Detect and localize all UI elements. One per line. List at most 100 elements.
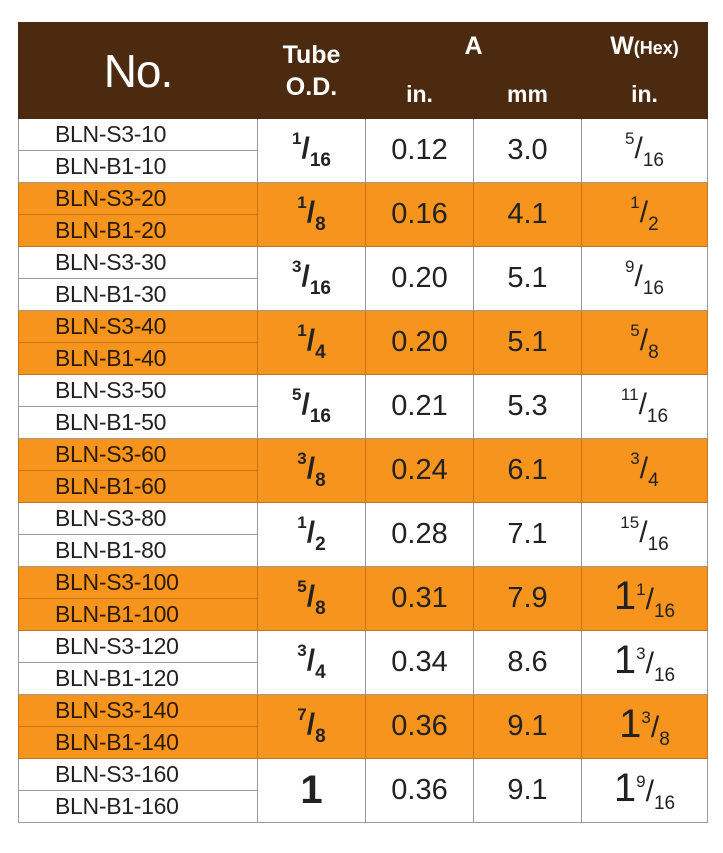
model-number: BLN-S3-10 xyxy=(18,118,258,151)
model-number: BLN-S3-80 xyxy=(18,502,258,535)
tube-od-cell: 1/4 xyxy=(257,310,366,375)
w-hex-cell: 15/16 xyxy=(581,502,708,567)
a-mm-cell: 5.3 xyxy=(473,374,582,439)
fraction-slash: / xyxy=(306,708,316,741)
fraction-numerator: 3 xyxy=(630,449,640,468)
table-row: BLN-B1-30 xyxy=(18,278,708,311)
fraction-whole: 1 xyxy=(613,638,637,682)
fraction-denominator: 8 xyxy=(315,214,326,235)
fraction-numerator: 3 xyxy=(297,641,307,660)
fraction-slash: / xyxy=(645,647,654,680)
fraction-numerator: 9 xyxy=(636,772,646,791)
fraction-denominator: 8 xyxy=(659,729,670,750)
fraction-slash: / xyxy=(638,388,647,421)
a-mm-cell: 7.9 xyxy=(473,566,582,631)
table-row: BLN-B1-10 xyxy=(18,150,708,183)
fraction-denominator: 16 xyxy=(642,150,664,171)
tube-od-cell: 1/2 xyxy=(257,502,366,567)
table-row: BLN-S3-160 1 0.36 9.1 19/16 xyxy=(18,758,708,823)
table-row: BLN-B1-100 xyxy=(18,598,708,631)
fraction-denominator: 16 xyxy=(642,278,664,299)
a-mm-cell: 9.1 xyxy=(473,758,582,823)
table-row: BLN-B1-140 xyxy=(18,726,708,759)
fraction-numerator: 1 xyxy=(630,193,640,212)
fraction-slash: / xyxy=(306,580,316,613)
a-in-cell: 0.36 xyxy=(365,758,474,823)
table-row: BLN-S3-120 3/4 0.34 8.6 13/16 xyxy=(18,630,708,695)
a-in-cell: 0.31 xyxy=(365,566,474,631)
table-row: BLN-S3-140 7/8 0.36 9.1 13/8 xyxy=(18,694,708,759)
w-hex-cell: 5/8 xyxy=(581,310,708,375)
header-w: W xyxy=(610,31,634,60)
table-row: BLN-S3-100 5/8 0.31 7.9 11/16 xyxy=(18,566,708,631)
fraction-slash: / xyxy=(650,711,660,744)
fraction-numerator: 1 xyxy=(636,580,646,599)
model-number: BLN-B1-60 xyxy=(18,470,258,503)
header-tube-od: Tube O.D. xyxy=(257,22,366,119)
fraction-slash: / xyxy=(306,516,316,549)
fraction-numerator: 9 xyxy=(625,257,635,276)
w-hex-cell: 9/16 xyxy=(581,246,708,311)
fraction-whole: 1 xyxy=(619,702,642,746)
model-number: BLN-B1-120 xyxy=(18,662,258,695)
fraction-slash: / xyxy=(306,644,316,677)
tube-od-cell: 5/8 xyxy=(257,566,366,631)
fraction-numerator: 11 xyxy=(620,385,639,404)
tube-od-cell: 5/16 xyxy=(257,374,366,439)
fraction-numerator: 1 xyxy=(297,321,307,340)
tube-od-cell: 1/8 xyxy=(257,182,366,247)
a-mm-cell: 8.6 xyxy=(473,630,582,695)
model-number: BLN-B1-160 xyxy=(18,790,258,823)
a-in-cell: 0.16 xyxy=(365,182,474,247)
fraction-slash: / xyxy=(639,516,648,549)
model-number: BLN-S3-30 xyxy=(18,246,258,279)
fraction-numerator: 3 xyxy=(292,257,302,276)
model-number: BLN-B1-30 xyxy=(18,278,258,311)
model-number: BLN-S3-50 xyxy=(18,374,258,407)
fraction-denominator: 16 xyxy=(653,665,676,686)
model-number: BLN-S3-120 xyxy=(18,630,258,663)
table-body: BLN-S3-10 1/16 0.12 3.0 5/16 BLN-B1-10 BLN-S3-… xyxy=(18,118,708,823)
a-mm-cell: 5.1 xyxy=(473,246,582,311)
fraction-slash: / xyxy=(645,775,654,808)
fraction-denominator: 4 xyxy=(315,342,326,363)
tube-od-cell: 3/8 xyxy=(257,438,366,503)
fraction-denominator: 2 xyxy=(315,534,326,555)
table-row: BLN-S3-20 1/8 0.16 4.1 1/2 xyxy=(18,182,708,247)
fraction-denominator: 8 xyxy=(648,342,659,363)
fraction-numerator: 3 xyxy=(636,644,646,663)
a-in-cell: 0.36 xyxy=(365,694,474,759)
header-a: A xyxy=(365,22,582,70)
fraction-denominator: 8 xyxy=(315,598,326,619)
header-tube-line1: Tube xyxy=(282,40,341,69)
a-in-cell: 0.34 xyxy=(365,630,474,695)
w-hex-cell: 13/16 xyxy=(581,630,708,695)
fraction-denominator: 4 xyxy=(648,470,659,491)
a-mm-cell: 7.1 xyxy=(473,502,582,567)
fraction-numerator: 3 xyxy=(641,708,651,727)
fraction-denominator: 16 xyxy=(309,406,331,427)
a-mm-cell: 6.1 xyxy=(473,438,582,503)
fraction-slash: / xyxy=(306,324,316,357)
fraction-numerator: 7 xyxy=(297,705,307,724)
tube-od-cell: 3/16 xyxy=(257,246,366,311)
table-row: BLN-S3-30 3/16 0.20 5.1 9/16 xyxy=(18,246,708,311)
model-number: BLN-B1-40 xyxy=(18,342,258,375)
fraction-denominator: 16 xyxy=(647,534,669,555)
fraction-slash: / xyxy=(639,196,649,229)
a-in-cell: 0.20 xyxy=(365,310,474,375)
fraction-numerator: 5 xyxy=(292,385,302,404)
fraction-numerator: 1 xyxy=(292,129,302,148)
table-row: BLN-B1-60 xyxy=(18,470,708,503)
model-number: BLN-S3-40 xyxy=(18,310,258,343)
model-number: BLN-B1-50 xyxy=(18,406,258,439)
fraction-numerator: 1 xyxy=(297,193,307,212)
fraction-slash: / xyxy=(306,196,316,229)
tube-od-cell: 1/16 xyxy=(257,118,366,183)
a-in-cell: 0.21 xyxy=(365,374,474,439)
fraction-numerator: 1 xyxy=(297,513,307,532)
fraction-denominator: 4 xyxy=(315,662,326,683)
a-mm-cell: 5.1 xyxy=(473,310,582,375)
fraction-whole: 1 xyxy=(613,574,637,618)
model-number: BLN-S3-160 xyxy=(18,758,258,791)
